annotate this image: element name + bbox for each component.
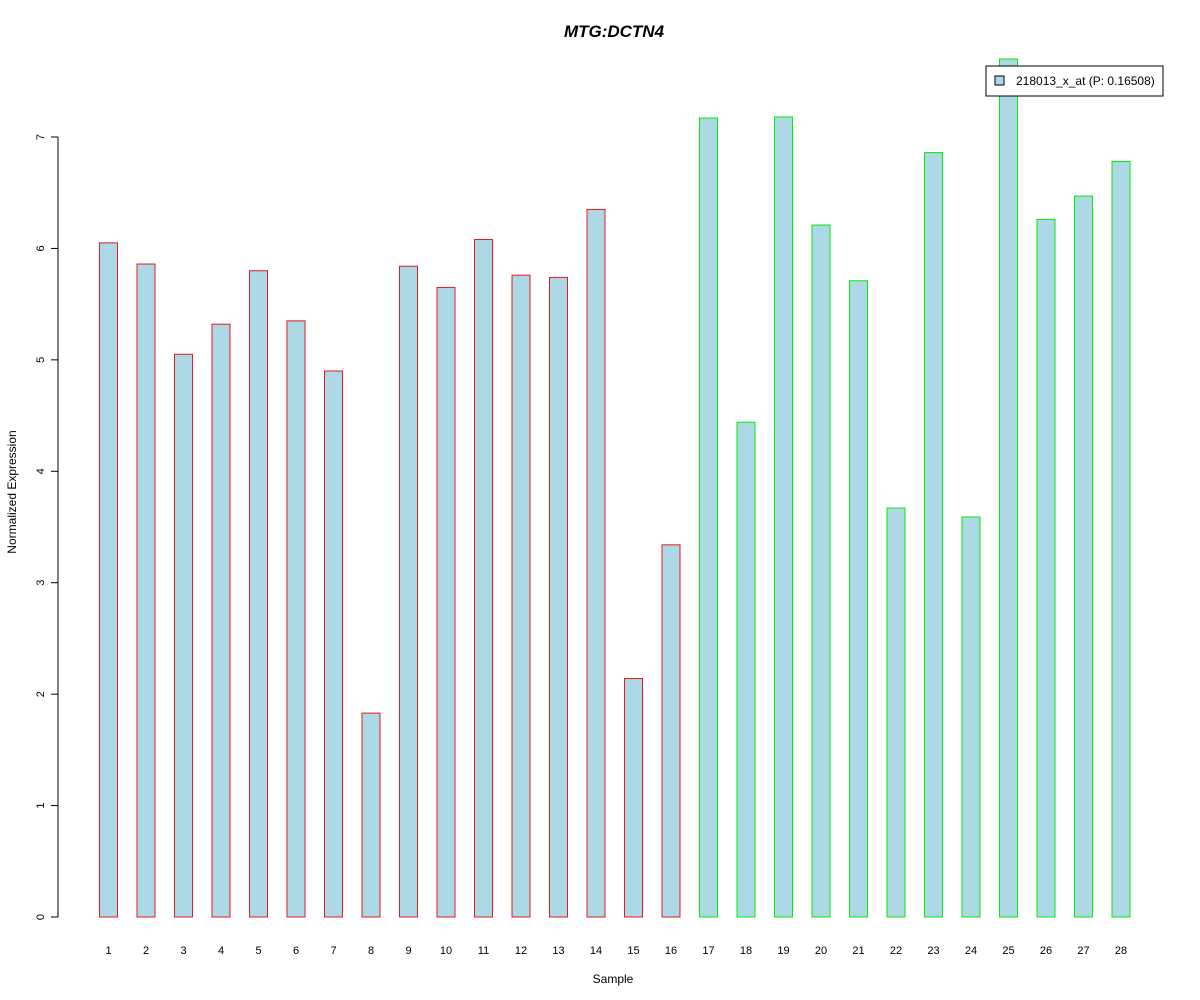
bar	[549, 276, 568, 918]
bar	[1036, 218, 1056, 918]
bar	[1111, 161, 1131, 918]
x-tick-label: 27	[1077, 945, 1089, 957]
x-tick-label: 14	[590, 945, 602, 957]
bar	[174, 353, 193, 918]
bar	[436, 286, 456, 918]
x-tick-label: 7	[330, 945, 336, 957]
x-tick-label: 21	[852, 945, 864, 957]
bar	[774, 116, 793, 918]
bar	[136, 263, 156, 918]
x-tick-label: 1	[105, 945, 111, 957]
bar	[511, 274, 531, 918]
x-axis: 1 2 3 4 5 6 7 8 9 10 11 12 13 14 15 16 17 18 19 20 21 22 23 24 2…	[105, 945, 1127, 957]
x-tick-label: 9	[405, 945, 411, 957]
legend-label: 218013_x_at (P: 0.16508)	[1016, 74, 1155, 88]
x-tick-label: 13	[552, 945, 564, 957]
x-tick-label: 23	[927, 945, 939, 957]
x-tick-label: 11	[478, 945, 489, 957]
y-tick-label: 0	[35, 914, 47, 920]
bar	[586, 208, 606, 918]
bar	[249, 270, 268, 918]
x-tick-label: 24	[965, 945, 977, 957]
legend: 218013_x_at (P: 0.16508)	[985, 65, 1164, 97]
y-tick-label: 5	[35, 357, 47, 363]
x-tick-label: 18	[740, 945, 752, 957]
x-tick-label: 28	[1115, 945, 1127, 957]
y-axis-title: Normalized Expression	[5, 430, 19, 553]
x-tick-label: 4	[218, 945, 224, 957]
y-tick-label: 7	[35, 134, 47, 140]
bar	[849, 280, 868, 918]
x-tick-label: 12	[515, 945, 527, 957]
bar	[324, 370, 343, 918]
y-axis: 0 1 2 3 4 5 6 7	[35, 134, 59, 920]
chart-title: MTG:DCTN4	[564, 22, 665, 41]
bar	[211, 323, 231, 918]
bar	[999, 58, 1018, 918]
bar	[886, 507, 906, 918]
bar	[624, 678, 643, 918]
bar	[661, 544, 681, 918]
x-tick-label: 16	[665, 945, 677, 957]
y-tick-label: 4	[35, 468, 47, 474]
x-tick-label: 15	[627, 945, 639, 957]
x-tick-label: 5	[255, 945, 261, 957]
x-tick-label: 25	[1002, 945, 1014, 957]
legend-box	[985, 65, 1164, 97]
y-tick-label: 3	[35, 580, 47, 586]
bar	[736, 421, 756, 918]
x-tick-label: 17	[702, 945, 714, 957]
bar	[286, 320, 306, 918]
bar	[399, 265, 418, 918]
x-axis-title: Sample	[593, 972, 634, 986]
bar	[811, 224, 831, 918]
legend-swatch	[994, 75, 1005, 86]
bar	[961, 516, 981, 918]
x-tick-label: 26	[1040, 945, 1052, 957]
x-tick-label: 10	[440, 945, 452, 957]
y-tick-label: 2	[35, 691, 47, 697]
bar	[924, 152, 943, 918]
x-tick-label: 3	[180, 945, 186, 957]
y-tick-label: 6	[35, 245, 47, 251]
x-tick-label: 6	[293, 945, 299, 957]
bars	[99, 58, 1131, 918]
x-tick-label: 22	[890, 945, 902, 957]
bar	[99, 242, 118, 918]
bar	[361, 712, 381, 918]
x-tick-label: 19	[777, 945, 789, 957]
x-tick-label: 20	[815, 945, 827, 957]
x-tick-label: 2	[143, 945, 149, 957]
bar	[1074, 195, 1093, 918]
bar	[474, 239, 493, 918]
x-tick-label: 8	[368, 945, 374, 957]
y-tick-label: 1	[35, 803, 47, 809]
bar	[699, 117, 718, 918]
